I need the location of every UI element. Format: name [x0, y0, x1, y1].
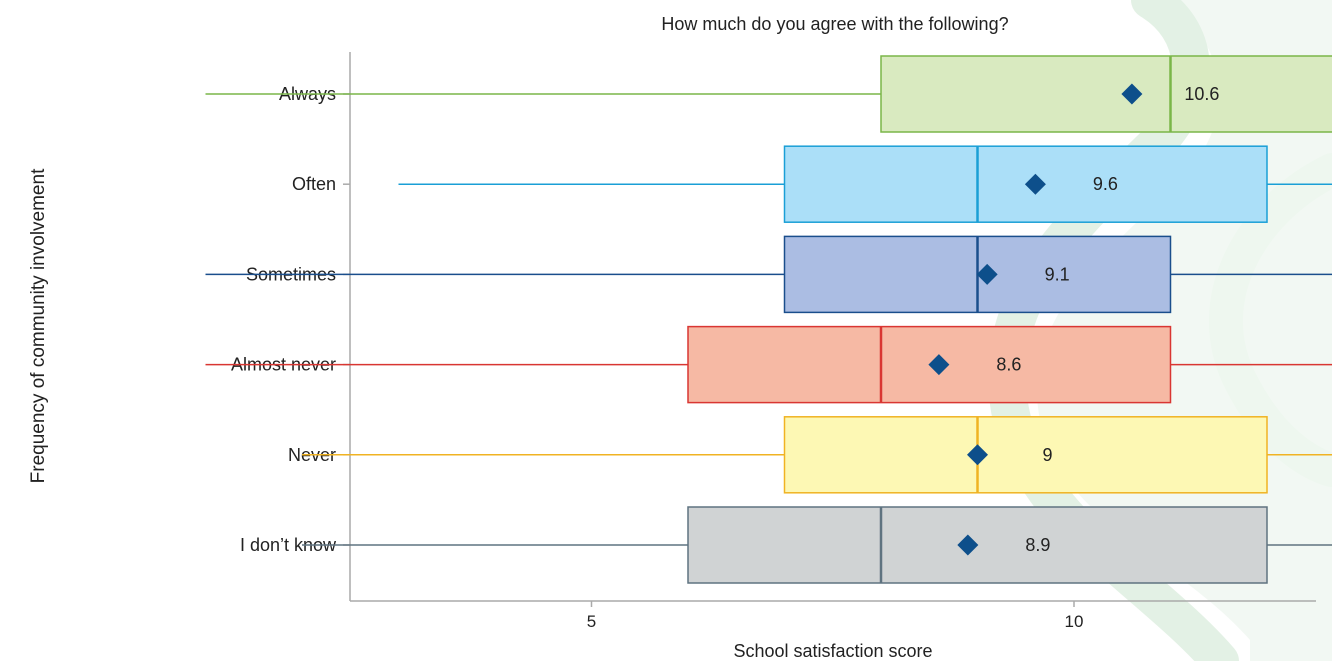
y-axis-label: Frequency of community involvement	[28, 168, 49, 483]
iqr-box	[785, 417, 1268, 493]
mean-label: 9.1	[1045, 264, 1070, 284]
mean-label: 9.6	[1093, 174, 1118, 194]
iqr-box	[881, 56, 1332, 132]
mean-label: 8.9	[1025, 535, 1050, 555]
mean-label: 10.6	[1184, 84, 1219, 104]
x-tick-label: 5	[587, 612, 596, 631]
mean-label: 9	[1042, 445, 1052, 465]
box-group: Often 9.6	[292, 146, 1332, 222]
category-label: Often	[292, 174, 336, 194]
x-axis-label: School satisfaction score	[733, 641, 932, 661]
mean-label: 8.6	[996, 355, 1021, 375]
x-tick-label: 10	[1065, 612, 1084, 631]
chart-title: How much do you agree with the following…	[661, 14, 1008, 34]
